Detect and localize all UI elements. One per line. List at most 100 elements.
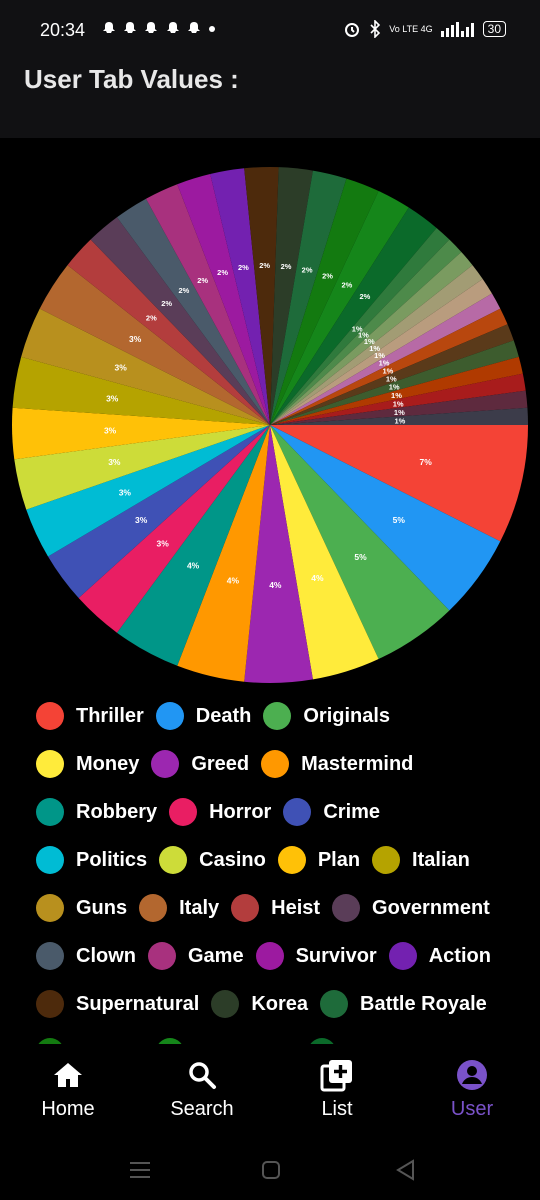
pie-slice-39 <box>270 407 528 425</box>
pie-slice-2 <box>270 425 450 660</box>
legend-swatch <box>169 798 198 826</box>
legend-swatch <box>36 750 64 778</box>
legend-item: Guns <box>36 892 127 924</box>
pie-data-label-34: 1% <box>386 374 397 383</box>
legend-swatch <box>156 1038 184 1044</box>
home-button-icon[interactable] <box>257 1156 285 1184</box>
pie-slice-10 <box>14 425 271 510</box>
pie-data-label-3: 4% <box>311 573 324 583</box>
legend-label: Battle Royale <box>360 992 487 1015</box>
legend-swatch <box>36 798 64 826</box>
pie-slice-37 <box>270 373 526 425</box>
legend-item: Game <box>147 940 244 972</box>
bottom-navigation: Home Search List User <box>0 1046 540 1140</box>
pie-slice-15 <box>67 239 270 425</box>
ghost-icon <box>166 22 179 33</box>
legend-item: Crime <box>283 796 380 828</box>
pie-slice-0 <box>270 425 528 542</box>
legend-item: Greed <box>151 748 249 780</box>
legend-swatch <box>277 846 306 874</box>
legend-swatch <box>372 846 401 874</box>
pie-data-label-18: 2% <box>197 276 208 285</box>
pie-data-label-8: 3% <box>135 515 148 525</box>
ghost-icon <box>124 22 137 33</box>
legend-item: Supernatural <box>36 988 199 1020</box>
nav-search[interactable]: Search <box>142 1058 262 1121</box>
pie-slice-4 <box>244 425 313 683</box>
legend-label: Supernatural <box>76 992 200 1015</box>
pie-slice-31 <box>270 278 492 425</box>
pie-data-label-22: 2% <box>281 262 292 271</box>
recent-apps-icon[interactable] <box>126 1156 154 1184</box>
battery-indicator: 30 <box>482 21 506 37</box>
home-icon <box>54 1063 82 1087</box>
pie-slice-25 <box>270 190 409 425</box>
legend-item: Casino <box>159 844 266 876</box>
legend-swatch <box>308 1038 336 1044</box>
legend-item: Government <box>332 892 490 924</box>
legend-item: Survivor <box>255 940 377 972</box>
legend-item: Korea <box>211 988 308 1020</box>
pie-data-label-12: 3% <box>106 393 119 403</box>
network-indicator: Vo LTE 4G <box>389 24 433 34</box>
legend-item: Heist <box>231 892 320 924</box>
pie-slice-11 <box>11 407 270 460</box>
nav-user[interactable]: User <box>412 1058 532 1121</box>
signal-icon <box>440 22 474 37</box>
legend-label: Death <box>195 704 252 727</box>
pie-data-label-14: 3% <box>129 334 142 344</box>
pie-data-label-30: 1% <box>369 344 380 353</box>
pie-slice-19 <box>177 174 270 425</box>
pie-data-label-21: 2% <box>259 261 270 270</box>
ghost-icon <box>103 22 115 33</box>
pie-data-label-24: 2% <box>322 272 333 281</box>
legend-swatch <box>36 846 64 874</box>
dot-icon <box>208 26 215 32</box>
legend-label: Money <box>76 752 140 775</box>
pie-data-label-10: 3% <box>108 457 121 467</box>
pie-data-label-17: 2% <box>178 286 189 295</box>
legend-item: Battle Royale <box>320 988 487 1020</box>
legend-item: Politics <box>36 844 147 876</box>
legend-label: Horror <box>209 800 272 823</box>
legend-swatch <box>261 750 290 778</box>
legend-swatch <box>320 990 349 1018</box>
pie-slice-9 <box>26 425 270 557</box>
legend-label: Game <box>187 944 244 967</box>
pie-slice-35 <box>270 340 519 425</box>
pie-slice-23 <box>270 170 347 425</box>
pie-data-label-32: 1% <box>379 359 390 368</box>
legend-label: Italy <box>179 896 220 919</box>
pie-slice-27 <box>270 227 450 425</box>
pie-slice-22 <box>270 167 313 425</box>
notification-icons <box>102 21 216 39</box>
legend-item: Plan <box>277 844 360 876</box>
pie-slice-21 <box>244 167 279 425</box>
legend-swatch <box>332 894 361 922</box>
legend-label: Survivor <box>295 944 377 967</box>
pie-slice-16 <box>90 217 270 425</box>
page-title: User Tab Values : <box>24 64 239 94</box>
alarm-icon <box>345 23 360 37</box>
pie-slice-38 <box>270 390 528 425</box>
pie-data-label-7: 3% <box>157 539 170 549</box>
pie-chart-area: 7% 5% 5% 4% 4% 4% 4% 3% 3% 3% 3% 3% 3% 3% 3% 2% 2% 2% 2% 2%… <box>0 138 540 698</box>
ghost-icon <box>145 22 158 33</box>
chart-legend: Thriller Death Originals Money Greed Mastermi… <box>0 694 540 1044</box>
back-icon[interactable] <box>392 1156 420 1184</box>
pie-slice-3 <box>270 425 379 680</box>
pie-data-label-36: 1% <box>391 391 402 400</box>
search-icon <box>189 1062 216 1089</box>
pie-slice-5 <box>177 425 270 682</box>
nav-home[interactable]: Home <box>8 1058 128 1121</box>
legend-swatch <box>263 702 292 730</box>
legend-item: Originals <box>263 700 390 732</box>
pie-data-label-20: 2% <box>238 263 249 272</box>
add-list-icon <box>320 1060 352 1092</box>
pie-data-label-37: 1% <box>393 399 404 408</box>
pie-slice-32 <box>270 293 501 425</box>
legend-label: Robbery <box>76 800 158 823</box>
nav-list[interactable]: List <box>277 1058 397 1121</box>
pie-slice-8 <box>48 425 271 599</box>
ghost-icon <box>187 22 200 33</box>
